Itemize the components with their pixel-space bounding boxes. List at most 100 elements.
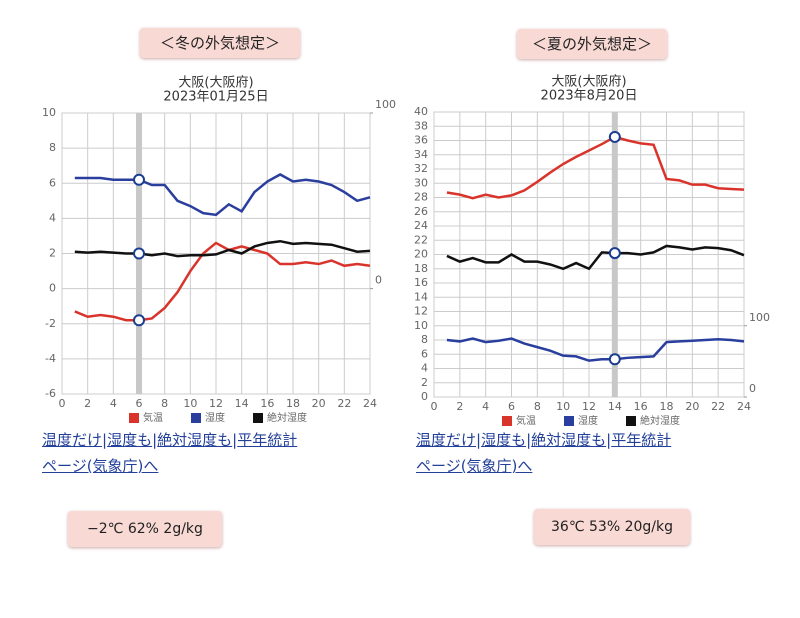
x-tick-label: 22: [337, 397, 351, 410]
highlight-marker: [608, 353, 621, 366]
y-tick-label: 18: [414, 262, 428, 275]
y-tick-label: -6: [45, 387, 56, 400]
y-tick-label: -4: [45, 352, 56, 365]
series-line: [446, 337, 745, 362]
x-tick-label: 8: [161, 397, 168, 410]
y-tick-label: 16: [414, 276, 428, 289]
separator: |: [606, 431, 612, 449]
x-tick-label: 14: [608, 400, 622, 413]
separator: |: [152, 431, 158, 449]
highlight-marker: [608, 130, 621, 143]
legend-label: 気温: [516, 414, 536, 427]
y-tick-label: 10: [42, 106, 56, 119]
y-tick-label: 6: [421, 347, 428, 360]
legend-label: 気温: [143, 411, 163, 424]
x-tick-label: 16: [634, 400, 648, 413]
legend-swatch: [626, 416, 636, 426]
separator: |: [232, 431, 238, 449]
x-tick-label: 10: [556, 400, 570, 413]
link[interactable]: 絶対湿度も: [531, 431, 607, 449]
x-tick-label: 2: [456, 400, 463, 413]
x-tick-label: 4: [482, 400, 489, 413]
link-list: 温度だけ|湿度も|絶対湿度も|平年統計ページ(気象庁)へ: [416, 427, 686, 479]
y-tick-label: 28: [414, 191, 428, 204]
y-tick-label: 40: [414, 105, 428, 118]
link[interactable]: 温度だけ: [416, 431, 477, 449]
x-tick-label: 24: [363, 397, 377, 410]
y-tick-label: 2: [421, 376, 428, 389]
y-tick-label: 30: [414, 176, 428, 189]
highlight-marker: [133, 314, 145, 327]
y-tick-label: 22: [414, 233, 428, 246]
legend-label: 絶対湿度: [640, 414, 680, 427]
chart-subtitle: 2023年8月20日: [541, 89, 638, 104]
series-line: [446, 135, 745, 200]
x-tick-label: 4: [110, 397, 117, 410]
legend-swatch: [129, 413, 139, 423]
y2-tick-label: 100: [375, 98, 396, 111]
y2-tick-label: 100: [749, 311, 770, 324]
y-tick-label: 0: [421, 390, 428, 403]
link[interactable]: 湿度も: [107, 431, 153, 449]
y-tick-label: 2: [49, 247, 56, 260]
y2-tick-label: 0: [375, 274, 382, 287]
series-line: [74, 241, 371, 322]
legend-label: 湿度: [205, 411, 225, 424]
y-tick-label: 38: [414, 119, 428, 132]
separator: |: [102, 431, 108, 449]
panel-heading: ＜冬の外気想定＞: [140, 28, 300, 58]
x-tick-label: 8: [534, 400, 541, 413]
link-list: 温度だけ|湿度も|絶対湿度も|平年統計ページ(気象庁)へ: [42, 427, 312, 479]
chart-title: 大阪(大阪府): [551, 75, 626, 90]
x-tick-label: 20: [312, 397, 326, 410]
y2-tick-label: 0: [749, 382, 756, 395]
y-tick-label: 10: [414, 319, 428, 332]
highlight-marker: [133, 173, 145, 186]
legend-swatch: [191, 413, 201, 423]
chart-title: 大阪(大阪府): [178, 76, 253, 91]
link[interactable]: 湿度も: [481, 431, 527, 449]
y-tick-label: 20: [414, 248, 428, 261]
legend-swatch: [564, 416, 574, 426]
series-line: [74, 173, 371, 217]
y-tick-label: 12: [414, 305, 428, 318]
y-tick-label: 8: [421, 333, 428, 346]
x-tick-label: 14: [235, 397, 249, 410]
x-tick-label: 12: [582, 400, 596, 413]
x-tick-label: 22: [711, 400, 725, 413]
y-tick-label: 4: [421, 362, 428, 375]
x-tick-label: 10: [183, 397, 197, 410]
x-tick-label: 16: [260, 397, 274, 410]
highlight-marker: [133, 247, 145, 260]
y-tick-label: 0: [49, 282, 56, 295]
series-line: [74, 239, 371, 258]
x-tick-label: 6: [508, 400, 515, 413]
link[interactable]: 絶対湿度も: [157, 431, 233, 449]
y-tick-label: 6: [49, 176, 56, 189]
y-tick-label: -2: [45, 317, 56, 330]
legend-label: 絶対湿度: [267, 411, 307, 424]
legend-label: 湿度: [578, 414, 598, 427]
link[interactable]: 平年統計ページ(気象庁)へ: [416, 431, 672, 475]
x-tick-label: 18: [286, 397, 300, 410]
link[interactable]: 平年統計ページ(気象庁)へ: [42, 431, 298, 475]
separator: |: [526, 431, 532, 449]
y-tick-label: 4: [49, 211, 56, 224]
y-tick-label: 36: [414, 134, 428, 147]
panel-heading: ＜夏の外気想定＞: [517, 29, 667, 59]
chart-subtitle: 2023年01月25日: [163, 90, 268, 105]
highlight-marker: [608, 247, 621, 260]
x-tick-label: 12: [209, 397, 223, 410]
summary: 36℃ 53% 20g/kg: [534, 509, 690, 545]
link[interactable]: 温度だけ: [42, 431, 103, 449]
y-tick-label: 32: [414, 162, 428, 175]
summary: −2℃ 62% 2g/kg: [68, 511, 222, 547]
x-tick-label: 0: [431, 400, 438, 413]
x-tick-label: 24: [737, 400, 751, 413]
y-tick-label: 34: [414, 148, 428, 161]
legend-swatch: [502, 416, 512, 426]
y-tick-label: 24: [414, 219, 428, 232]
x-tick-label: 18: [660, 400, 674, 413]
